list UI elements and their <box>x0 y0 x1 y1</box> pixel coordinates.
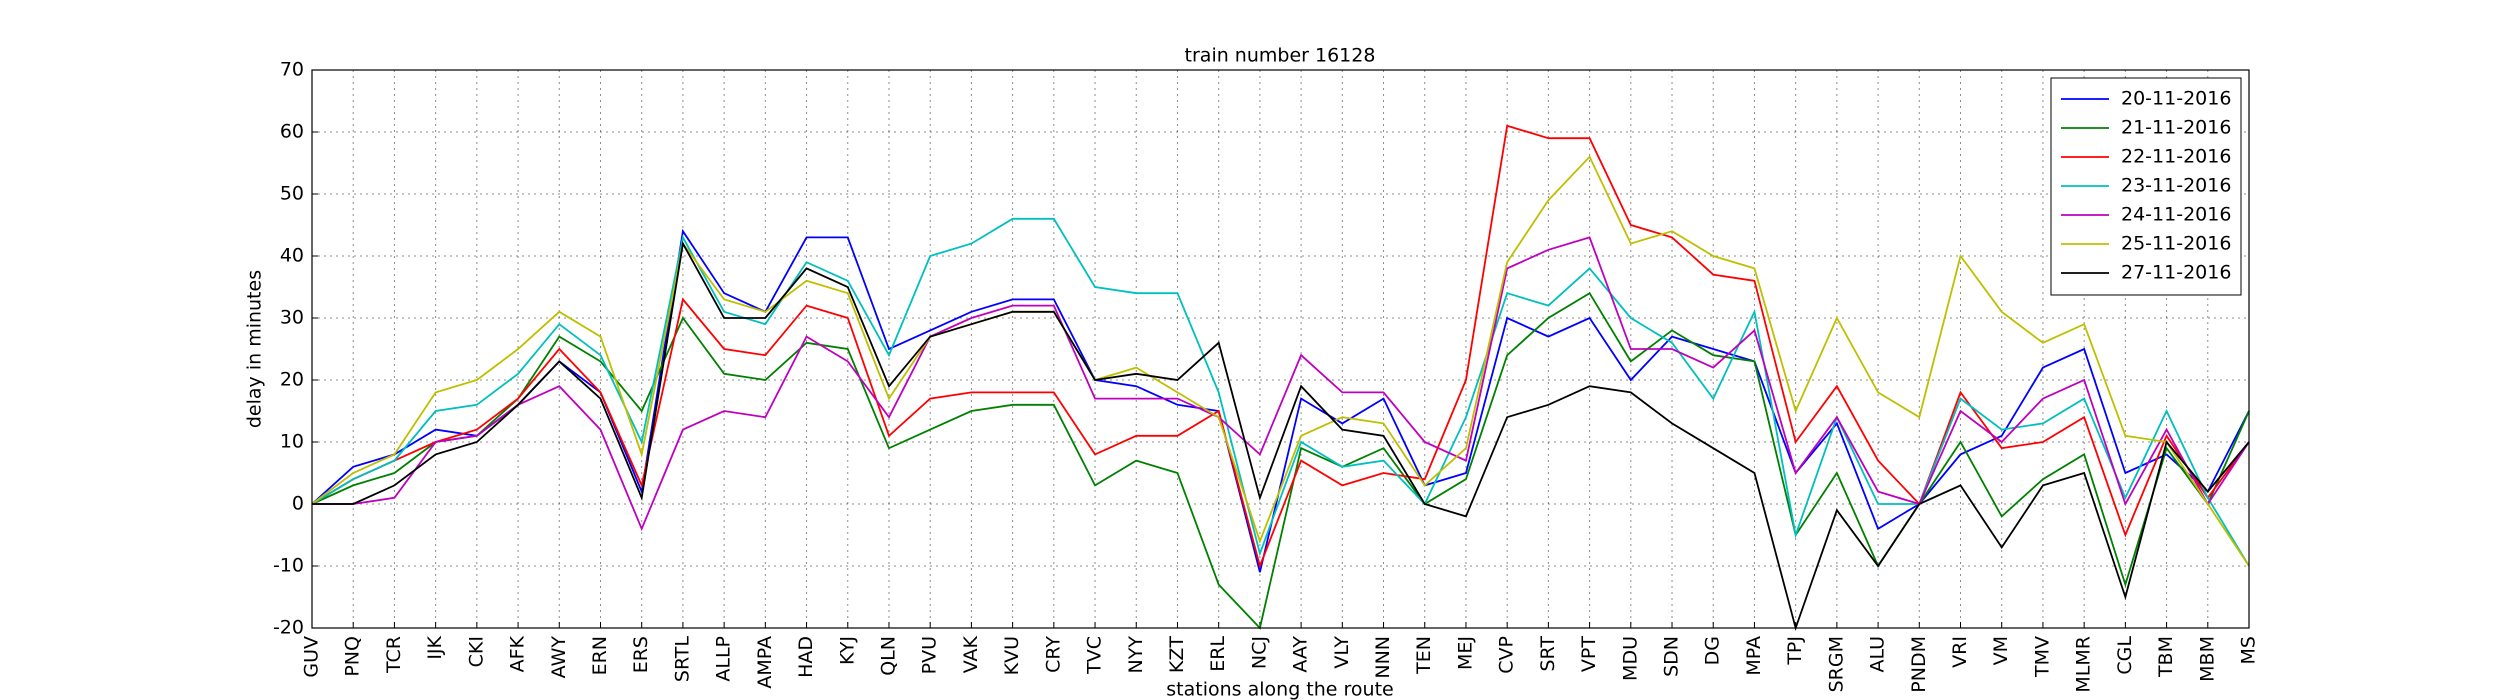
y-tick-label: 30 <box>280 307 304 329</box>
x-tick-label: MEJ <box>1454 636 1476 670</box>
x-tick-label: CVP <box>1496 636 1518 674</box>
y-tick-label: 40 <box>280 245 304 267</box>
series-line <box>312 236 2250 532</box>
x-tick-label: TCR <box>383 636 405 674</box>
x-tick-label: CRY <box>1042 636 1064 673</box>
legend-label: 21-11-2016 <box>2121 117 2231 139</box>
x-tick-label: PNDM <box>1908 636 1930 693</box>
y-tick-label: 60 <box>280 121 304 143</box>
x-tick-label: NCJ <box>1248 636 1270 669</box>
y-tick-label: 0 <box>292 493 304 515</box>
x-tick-label: GUV <box>301 636 323 678</box>
x-tick-label: AFK <box>507 635 529 672</box>
x-axis-label: stations along the route <box>1166 679 1393 700</box>
series-line <box>312 240 2250 632</box>
x-tick-label: MBM <box>2196 636 2218 682</box>
x-tick-label: MDU <box>1619 636 1641 681</box>
x-tick-label: ALLP <box>713 636 735 682</box>
x-tick-label: ALU <box>1867 636 1889 673</box>
series-line <box>311 155 2250 567</box>
x-tick-label: AMPA <box>754 636 776 689</box>
x-tick-label: KZT <box>1166 636 1188 673</box>
x-tick-label: SDN <box>1661 636 1683 677</box>
x-tick-label: MLMR <box>2073 636 2095 693</box>
legend-label: 22-11-2016 <box>2121 146 2231 168</box>
x-tick-label: AWY <box>548 636 570 679</box>
x-tick-label: TBM <box>2155 636 2177 678</box>
legend-label: 20-11-2016 <box>2121 88 2231 110</box>
x-tick-label: AAY <box>1290 636 1312 673</box>
x-tick-label: VAK <box>960 635 982 673</box>
x-tick-label: MPA <box>1743 636 1765 676</box>
y-axis-label: delay in minutes <box>244 270 266 428</box>
x-tick-label: ERL <box>1207 636 1229 672</box>
legend-label: 25-11-2016 <box>2121 233 2231 255</box>
x-tick-label: SRGM <box>1825 636 1847 692</box>
x-tick-label: MS <box>2238 636 2260 664</box>
x-tick-label: NNN <box>1372 636 1394 679</box>
x-tick-label: TMV <box>2031 636 2053 678</box>
x-tick-label: PVU <box>919 636 941 674</box>
y-tick-label: -10 <box>273 555 304 577</box>
series-line <box>311 291 2250 630</box>
x-tick-label: HAD <box>795 636 817 678</box>
series-line <box>311 228 2250 573</box>
x-tick-label: IJK <box>424 635 446 659</box>
plot-frame <box>311 69 2250 629</box>
x-tick-label: ERN <box>589 636 611 675</box>
y-tick-label: -20 <box>273 617 304 639</box>
chart-title: train number 16128 <box>1185 45 1376 67</box>
y-tick-label: 10 <box>280 431 304 453</box>
x-tick-label: VRI <box>1949 636 1971 668</box>
x-tick-label: TVC <box>1084 636 1106 675</box>
x-tick-label: TEN <box>1413 636 1435 675</box>
y-tick-label: 70 <box>280 59 304 81</box>
x-tick-label: DG <box>1702 636 1724 665</box>
x-tick-label: TPJ <box>1784 636 1806 666</box>
x-tick-label: VPT <box>1578 636 1600 672</box>
x-tick-label: CGL <box>2114 636 2136 675</box>
legend-label: 24-11-2016 <box>2121 204 2231 226</box>
x-tick-label: NYY <box>1125 636 1147 674</box>
y-tick-label: 20 <box>280 369 304 391</box>
x-tick-label: CKI <box>465 636 487 667</box>
x-tick-label: KYJ <box>836 636 858 665</box>
legend-label: 27-11-2016 <box>2121 262 2231 284</box>
y-tick-label: 50 <box>280 183 304 205</box>
x-tick-label: VM <box>1990 636 2012 665</box>
legend-label: 23-11-2016 <box>2121 175 2231 197</box>
x-tick-label: KVU <box>1001 636 1023 675</box>
x-tick-label: ERS <box>630 636 652 673</box>
x-tick-label: PNQ <box>342 636 364 677</box>
x-tick-label: SRT <box>1537 636 1559 672</box>
x-tick-label: VLY <box>1331 636 1353 669</box>
x-tick-label: SRTL <box>671 636 693 682</box>
x-tick-label: QLN <box>877 636 899 676</box>
